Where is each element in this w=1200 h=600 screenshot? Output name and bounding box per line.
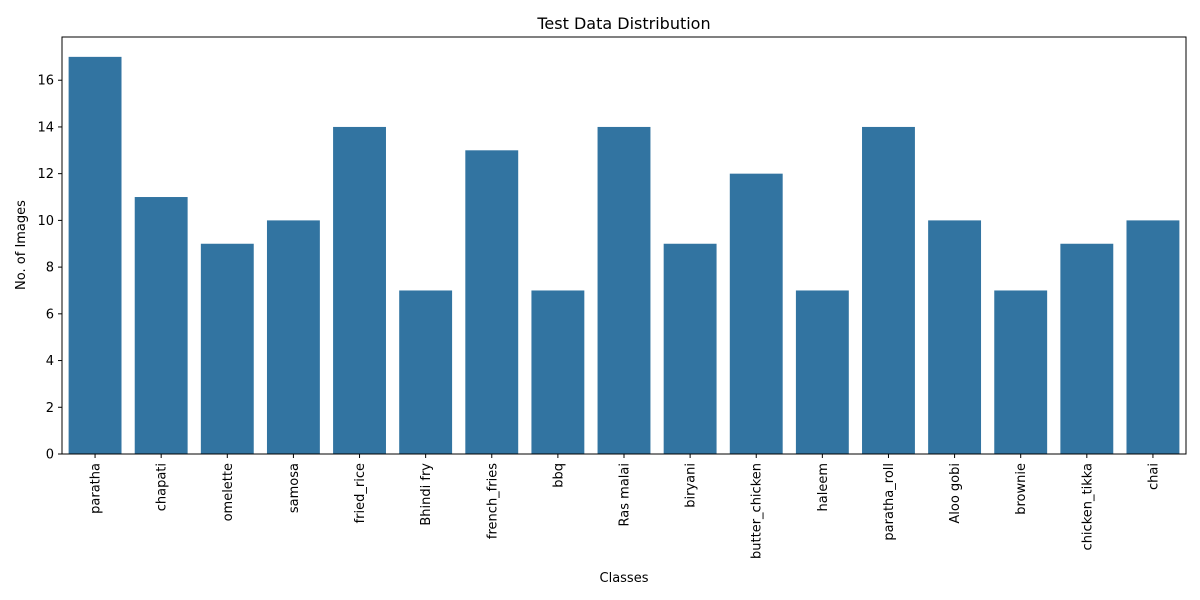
bar-omelette	[200, 243, 254, 454]
bars-group	[68, 56, 1180, 455]
x-tick-label: Bhindi fry	[419, 463, 434, 526]
x-tick-label: Ras malai	[618, 463, 633, 526]
y-tick-label: 4	[46, 354, 54, 369]
bar-paratha	[68, 56, 122, 454]
bar-ras-malai	[597, 126, 651, 455]
x-tick-label: samosa	[287, 463, 302, 513]
y-tick-label: 16	[37, 74, 54, 89]
x-tick-label: chai	[1146, 463, 1161, 490]
y-tick-label: 6	[46, 307, 54, 322]
bar-french-fries	[465, 150, 519, 454]
x-tick-label: paratha_roll	[882, 463, 897, 541]
bar-brownie	[994, 290, 1048, 454]
x-tick-label: Aloo gobi	[948, 463, 963, 524]
y-tick-label: 0	[46, 448, 54, 463]
bar-paratha-roll	[862, 126, 915, 455]
y-axis-title: No. of Images	[14, 200, 29, 290]
bar-butter-chicken	[729, 173, 783, 454]
bar-fried-rice	[333, 126, 386, 455]
x-tick-label: chicken_tikka	[1080, 463, 1095, 550]
bar-biryani	[663, 243, 717, 454]
bar-chapati	[134, 197, 188, 454]
x-tick-label: fried_rice	[353, 463, 368, 523]
y-tick-label: 12	[37, 167, 54, 182]
y-tick-label: 2	[46, 401, 54, 416]
chart-title: Test Data Distribution	[536, 14, 710, 33]
bar-bhindi-fry	[399, 290, 453, 454]
y-tick-label: 14	[37, 120, 54, 135]
x-tick-label: french_fries	[485, 463, 500, 539]
bar-aloo-gobi	[928, 220, 982, 454]
y-axis-ticks: 0 2 4 6 8 10 12 14 16	[37, 74, 62, 463]
bar-haleem	[795, 290, 849, 454]
x-tick-label: omelette	[221, 463, 236, 521]
x-axis-title: Classes	[600, 571, 649, 586]
x-axis-ticks: paratha chapati omelette samosa fried_rice Bh…	[89, 454, 1161, 559]
x-tick-label: haleem	[816, 463, 831, 511]
x-tick-label: brownie	[1014, 463, 1029, 515]
x-tick-label: chapati	[155, 463, 170, 511]
bar-samosa	[266, 220, 320, 454]
y-tick-label: 8	[46, 261, 54, 276]
y-tick-label: 10	[37, 214, 54, 229]
bar-chai	[1126, 220, 1180, 454]
x-tick-label: bbq	[551, 463, 566, 488]
x-tick-label: paratha	[89, 463, 104, 514]
plot-frame	[61, 36, 1187, 455]
bar-bbq	[531, 290, 585, 454]
x-tick-label: biryani	[684, 463, 699, 508]
bar-chicken-tikka	[1060, 243, 1114, 454]
x-tick-label: butter_chicken	[750, 463, 765, 559]
